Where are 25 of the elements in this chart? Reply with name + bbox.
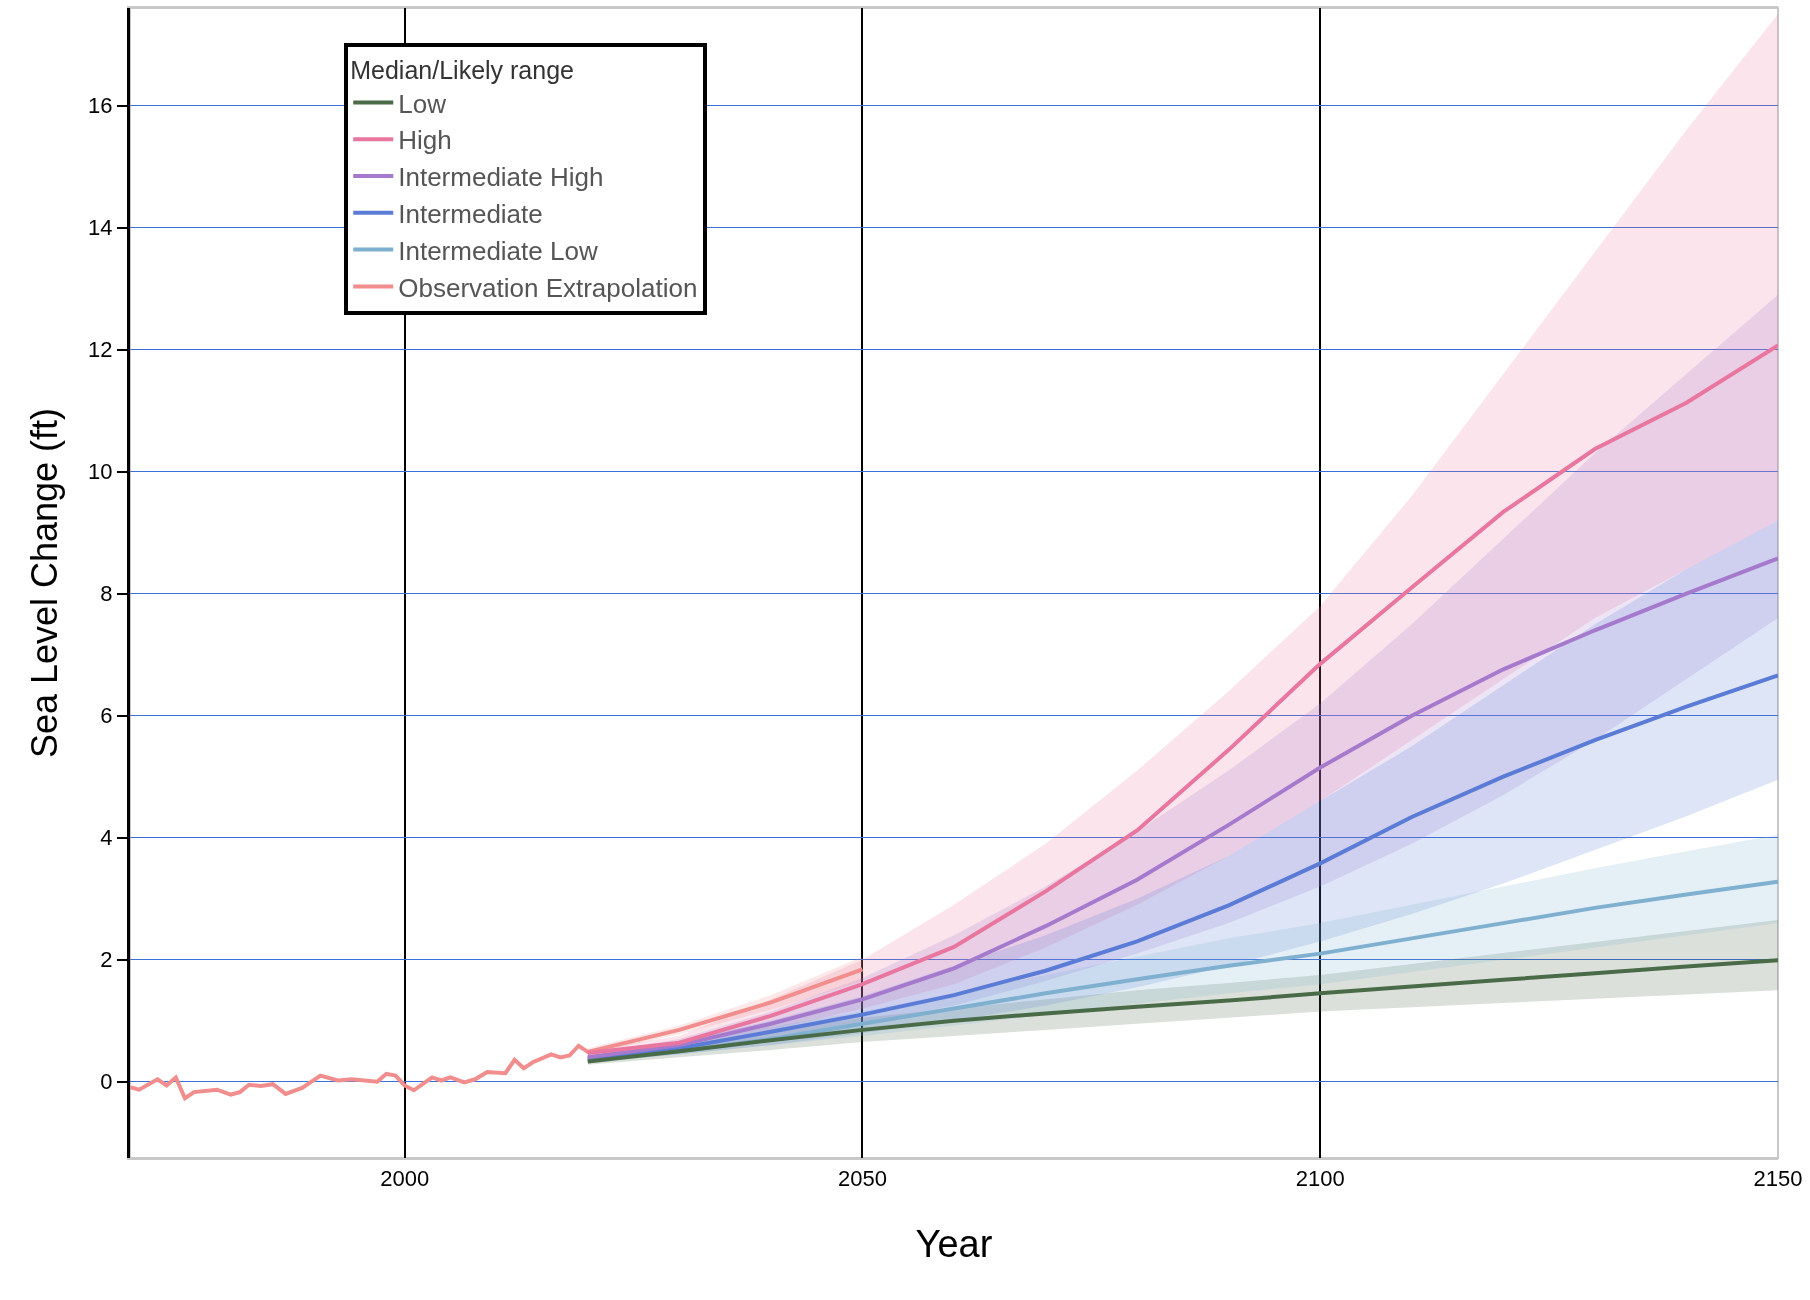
legend-label: Intermediate bbox=[398, 198, 543, 229]
x-axis-title: Year bbox=[915, 1223, 993, 1265]
x-tick-label: 2000 bbox=[380, 1166, 430, 1192]
legend-label: Observation Extrapolation bbox=[398, 272, 698, 303]
line-series bbox=[585, 673, 1778, 1061]
x-tick-label: 2050 bbox=[837, 1166, 887, 1192]
y-tick-label: 8 bbox=[100, 581, 113, 607]
y-tick-label: 4 bbox=[100, 825, 113, 851]
line-series bbox=[130, 967, 865, 1101]
x-tick-label: 2150 bbox=[1753, 1166, 1803, 1192]
line-series bbox=[585, 958, 1778, 1064]
y-tick-label: 6 bbox=[100, 703, 113, 729]
y-tick-label: 16 bbox=[88, 93, 113, 119]
legend-label: Intermediate Low bbox=[398, 235, 598, 266]
y-axis-title: Sea Level Change (ft) bbox=[24, 407, 66, 759]
y-tick-label: 2 bbox=[100, 947, 113, 973]
x-tick-label: 2100 bbox=[1295, 1166, 1345, 1192]
legend-label: Low bbox=[398, 88, 447, 119]
y-tick-label: 14 bbox=[88, 215, 113, 241]
legend-label: Intermediate High bbox=[398, 162, 604, 193]
legend-title: Median/Likely range bbox=[350, 56, 574, 84]
y-tick-label: 10 bbox=[88, 459, 113, 485]
y-tick-label: 12 bbox=[88, 337, 113, 363]
y-tick-label: 0 bbox=[100, 1069, 113, 1095]
legend-label: High bbox=[398, 125, 452, 156]
